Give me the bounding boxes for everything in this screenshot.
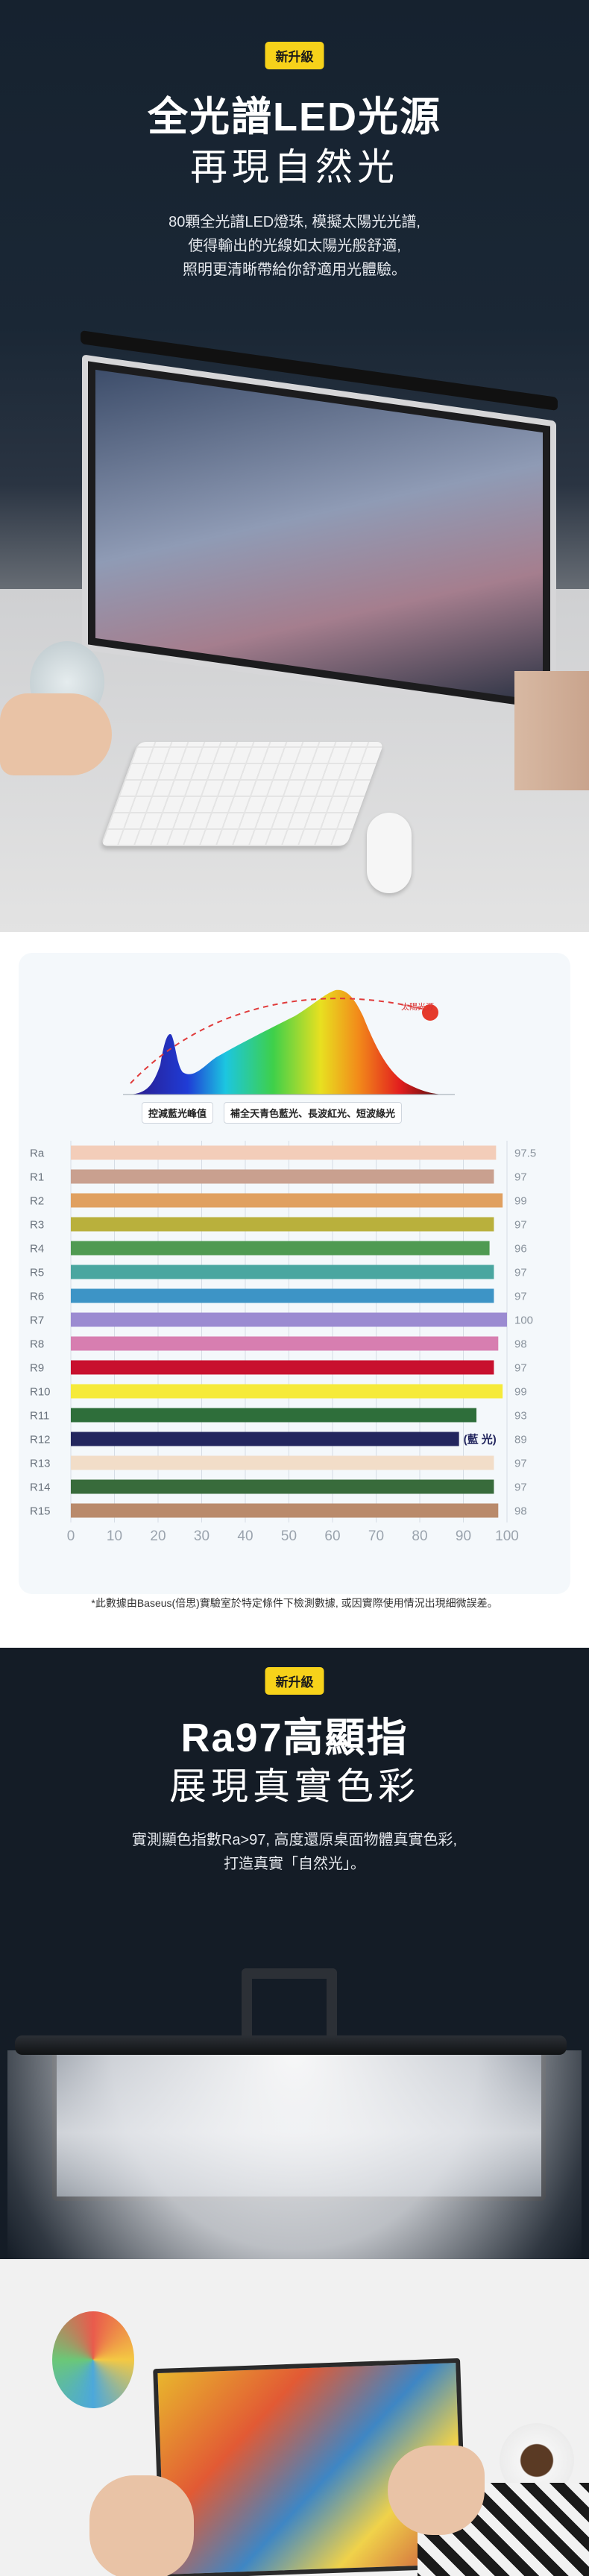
new-upgrade-badge: 新升級: [265, 1667, 324, 1695]
value-label: 93: [514, 1410, 527, 1423]
category-label: R15: [30, 1505, 51, 1518]
section-title: 全光譜LED光源: [148, 95, 441, 139]
mouse-photo: [367, 813, 412, 893]
value-label: 100: [514, 1314, 533, 1327]
value-label: 89: [514, 1434, 527, 1446]
new-upgrade-badge: 新升級: [265, 42, 324, 69]
section-description: 實測顯色指數Ra>97, 高度還原桌面物體真實色彩, 打造真實「自然光」。: [0, 1828, 589, 1876]
category-label: R7: [30, 1314, 44, 1327]
bar: [71, 1265, 494, 1279]
sun-icon: [422, 1004, 438, 1021]
category-label: R10: [30, 1386, 51, 1399]
pencil-cup-photo: [52, 2311, 134, 2408]
bar: [71, 1169, 494, 1184]
bar: [71, 1336, 499, 1351]
value-label: 97: [514, 1219, 527, 1232]
value-label: 97: [514, 1171, 527, 1184]
bar: [71, 1432, 459, 1446]
category-label: R4: [30, 1243, 44, 1256]
category-label: R13: [30, 1458, 51, 1470]
color-rendering-chart: 0 10 20 30 40 50 60 70 80 90 100 Ra 97.5 R1 97 R2 99 R3 97…: [30, 1141, 536, 1544]
x-tick-label: 50: [281, 1528, 297, 1544]
section-subtitle: 展現真實色彩: [169, 1766, 420, 1807]
bar: [71, 1503, 499, 1518]
bar: [71, 1145, 497, 1160]
hand-with-pen-photo: [388, 2446, 485, 2535]
category-label: R1: [30, 1171, 44, 1184]
spectrum-curve: [130, 989, 447, 1095]
sun-label: 太陽光源: [401, 1003, 434, 1012]
value-label: 99: [514, 1195, 527, 1208]
x-tick-label: 10: [107, 1528, 122, 1544]
chart-footnote: *此數據由Baseus(倍思)實驗室於特定條件下檢測數據, 或因實際使用情況出現…: [91, 1597, 498, 1609]
category-label: R6: [30, 1291, 44, 1303]
x-tick-label: 30: [194, 1528, 210, 1544]
bar: [71, 1217, 494, 1232]
category-label: R9: [30, 1362, 44, 1375]
bar-annotation: (藍 光): [464, 1433, 497, 1446]
x-tick-label: 0: [67, 1528, 75, 1544]
x-tick-label: 70: [368, 1528, 384, 1544]
x-tick-label: 80: [412, 1528, 427, 1544]
x-tick-label: 100: [495, 1528, 519, 1544]
value-label: 97: [514, 1267, 527, 1279]
category-label: R11: [30, 1410, 49, 1423]
value-label: 97: [514, 1362, 527, 1375]
category-label: R3: [30, 1219, 44, 1232]
bar: [71, 1479, 494, 1494]
category-label: R12: [30, 1434, 51, 1446]
bar: [71, 1455, 494, 1470]
bar: [71, 1384, 503, 1399]
desc-line: 照明更清晰帶給你舒適用光體驗。: [183, 262, 406, 278]
full-spectrum-section: 新升級 全光譜LED光源 再現自然光 80顆全光譜LED燈珠, 模擬太陽光光譜,…: [0, 0, 589, 932]
blue-peak-label: 控減藍光峰值: [142, 1102, 214, 1124]
desc-line: 打造真實「自然光」。: [224, 1856, 365, 1872]
bar: [71, 1193, 503, 1208]
value-label: 98: [514, 1505, 527, 1518]
bar: [71, 1312, 507, 1327]
x-tick-label: 60: [324, 1528, 340, 1544]
desc-line: 使得輸出的光線如太陽光般舒適,: [188, 238, 401, 254]
keyboard-photo: [100, 742, 385, 846]
category-label: R8: [30, 1338, 44, 1351]
monitor-light-bar: [15, 2035, 567, 2055]
monitor-screen: [95, 369, 543, 702]
bar: [71, 1241, 490, 1256]
hand-photo: [0, 693, 112, 775]
category-label: R14: [30, 1481, 51, 1494]
value-label: 97: [514, 1291, 527, 1303]
value-label: 96: [514, 1243, 527, 1256]
x-tick-label: 40: [237, 1528, 253, 1544]
x-tick-label: 20: [150, 1528, 166, 1544]
spectrum-graph: [123, 989, 455, 1095]
ra97-section: 新升級 Ra97高顯指 展現真實色彩 實測顯色指數Ra>97, 高度還原桌面物體…: [0, 1648, 589, 2576]
hand-photo: [89, 2475, 194, 2576]
category-label: Ra: [30, 1147, 45, 1160]
spectrum-fill-label: 補全天青色藍光、長波紅光、短波綠光: [224, 1102, 403, 1124]
desc-line: 80顆全光譜LED燈珠, 模擬太陽光光譜,: [168, 214, 421, 230]
category-label: R5: [30, 1267, 44, 1279]
section-title: Ra97高顯指: [180, 1716, 409, 1760]
value-label: 97: [514, 1481, 527, 1494]
category-label: R2: [30, 1195, 44, 1208]
value-label: 97: [514, 1458, 527, 1470]
color-rendering-section: 太陽光源 控減藍光峰值 補全天青色藍光、長波紅光、短波綠光 0 10 20 30 40 5…: [0, 932, 589, 1648]
x-tick-label: 90: [456, 1528, 471, 1544]
section-description: 80顆全光譜LED燈珠, 模擬太陽光光譜, 使得輸出的光線如太陽光般舒適, 照明…: [0, 210, 589, 282]
value-label: 98: [514, 1338, 527, 1351]
section-subtitle: 再現自然光: [190, 146, 399, 188]
desk-box: [514, 671, 589, 790]
desc-line: 實測顯色指數Ra>97, 高度還原桌面物體真實色彩,: [131, 1832, 458, 1848]
bar: [71, 1288, 494, 1303]
bar: [71, 1408, 477, 1423]
bar: [71, 1360, 494, 1375]
value-label: 97.5: [514, 1147, 536, 1160]
sunlight-curve: [130, 998, 437, 1084]
value-label: 99: [514, 1386, 527, 1399]
